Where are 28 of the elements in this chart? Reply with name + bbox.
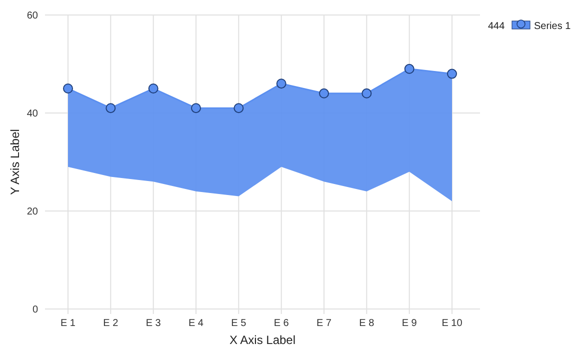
x-tick-label: E 7 <box>316 318 332 329</box>
y-tick-label: 40 <box>26 108 38 120</box>
x-tick-label: E 4 <box>188 318 204 329</box>
y-tick-label: 0 <box>32 304 38 316</box>
point <box>319 88 329 98</box>
point <box>148 84 158 94</box>
x-axis-title: X Axis Label <box>229 333 296 347</box>
y-axis-title: Y Axis Label <box>8 129 22 195</box>
point <box>63 84 73 94</box>
legend-label: Series 1 <box>534 21 572 32</box>
point <box>191 103 201 114</box>
x-tick-label: E 8 <box>359 318 375 329</box>
x-tick-label: E 1 <box>60 318 76 329</box>
point <box>276 78 286 89</box>
y-tick-label: 60 <box>26 10 38 22</box>
point <box>362 88 372 98</box>
point <box>106 103 116 114</box>
x-tick-label: E 9 <box>402 318 418 329</box>
legend-title: 444 <box>488 21 506 32</box>
point <box>447 68 457 79</box>
x-tick-label: E 3 <box>146 318 162 329</box>
x-tick-label: E 5 <box>231 318 247 329</box>
y-tick-label: 20 <box>26 206 38 218</box>
x-tick-label: E 6 <box>274 318 290 329</box>
x-tick-label: E 10 <box>442 318 463 329</box>
x-tick-label: E 2 <box>103 318 119 329</box>
point <box>404 64 414 74</box>
point <box>234 103 244 114</box>
